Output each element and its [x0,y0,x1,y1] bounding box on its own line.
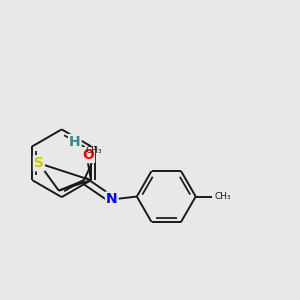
Text: H: H [69,135,81,149]
Text: CH₃: CH₃ [215,192,232,201]
Text: S: S [34,156,44,170]
Text: CH₃: CH₃ [86,146,102,155]
Text: N: N [106,193,118,206]
Text: O: O [82,148,94,162]
